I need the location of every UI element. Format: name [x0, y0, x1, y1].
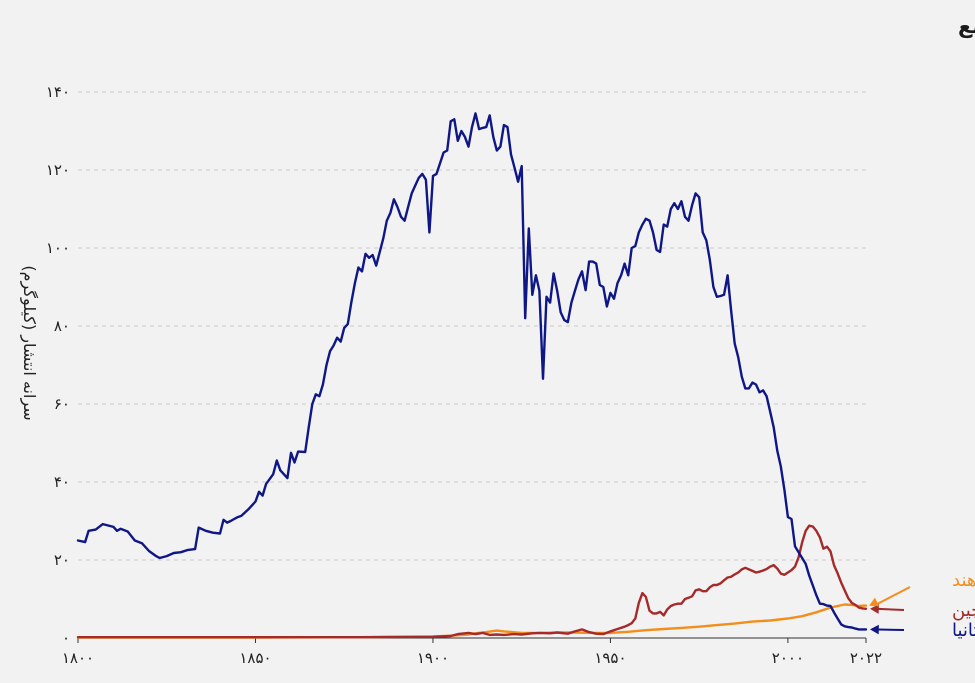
y-tick-label: ۱۴۰	[46, 83, 70, 101]
y-tick-label: ۱۲۰	[46, 161, 70, 179]
axes: ۰ ۲۰ ۴۰ ۶۰ ۸۰ ۱۰۰ ۱۲۰ ۱۴۰ ۱۸۰۰ ۱۸۵۰ ۱۹۰۰ ۱۹۵۰ ۲۰۰۰ ۲۰…	[46, 83, 882, 667]
series-label: بریتانیا	[952, 620, 975, 641]
y-axis-label: سرانه انتشار (کیلوگرم)	[19, 265, 39, 420]
x-tick-label: ۱۹۵۰	[594, 649, 626, 667]
series-label: هند	[952, 570, 975, 591]
x-tick-label: ۱۸۵۰	[239, 649, 271, 667]
y-tick-label: ۴۰	[54, 473, 70, 491]
series-labels: بریتانیاچین هند	[869, 570, 975, 641]
x-tick-label: ۲۰۲۲	[850, 649, 882, 667]
x-tick-label: ۲۰۰۰	[772, 649, 804, 667]
series-label-arrow	[877, 628, 905, 631]
y-tick-label: ۲۰	[54, 551, 70, 569]
series-line	[76, 112, 868, 631]
x-tick-label: ۱۸۰۰	[62, 649, 94, 667]
gridlines	[78, 91, 866, 561]
y-tick-label: ۸۰	[54, 317, 70, 335]
series-label-arrowhead	[870, 604, 879, 614]
y-tick-label: ۰	[62, 629, 70, 647]
series-line	[76, 524, 868, 639]
series-lines	[76, 112, 868, 639]
series-label: چین	[952, 600, 975, 621]
series-label-arrowhead	[869, 597, 879, 607]
chart-title: سرانه دی‌اکسید گوگرد منتشرشده از تمامی م…	[958, 13, 975, 38]
series-label-arrow	[877, 607, 905, 611]
series-label-arrowhead	[870, 624, 879, 635]
y-tick-label: ۱۰۰	[46, 239, 70, 257]
y-tick-label: ۶۰	[54, 395, 70, 413]
series-label-arrow	[876, 586, 911, 606]
x-tick-label: ۱۹۰۰	[417, 649, 449, 667]
